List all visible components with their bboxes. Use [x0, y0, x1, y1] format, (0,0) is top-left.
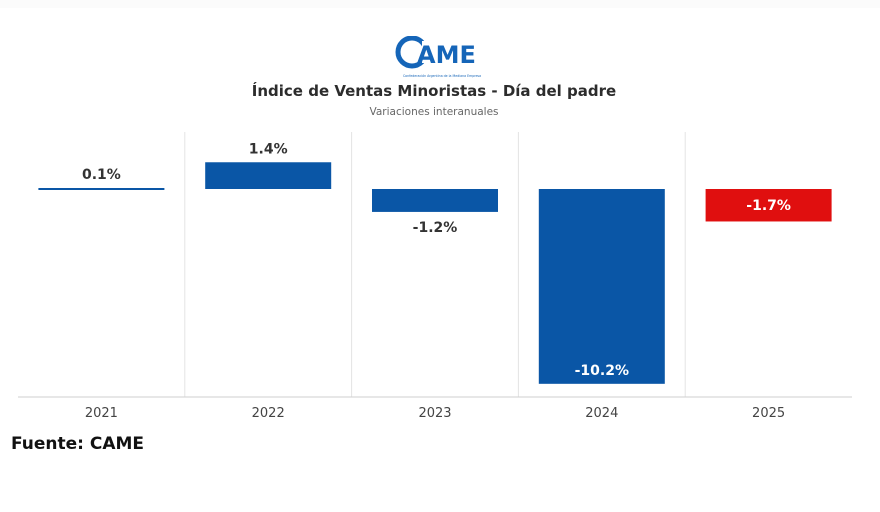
value-label-2025: -1.7%	[746, 198, 791, 214]
chart-subtitle: Variaciones interanuales	[369, 106, 499, 118]
bar-2024	[538, 189, 665, 384]
came-logo-icon: AME Confederación Argentina de la Median…	[395, 36, 481, 78]
bar-2023	[372, 189, 498, 212]
chart-title: Índice de Ventas Minoristas - Día del pa…	[251, 82, 617, 100]
value-label-2021: 0.1%	[82, 167, 121, 183]
bar-2021	[38, 188, 165, 190]
came-logo: AME Confederación Argentina de la Median…	[382, 36, 502, 84]
value-label-2024: -10.2%	[575, 363, 629, 379]
logo-tagline: Confederación Argentina de la Mediana Em…	[403, 74, 481, 78]
value-label-2023: -1.2%	[413, 220, 458, 236]
x-tick-label-2025: 2025	[752, 406, 785, 421]
logo-wordmark: AME	[417, 41, 476, 69]
x-tick-label-2022: 2022	[252, 406, 285, 421]
x-tick-label-2024: 2024	[585, 406, 618, 421]
x-tick-label-2021: 2021	[85, 406, 118, 421]
source-label: Fuente: CAME	[11, 434, 145, 454]
top-cropped-text-strip	[0, 0, 880, 8]
value-label-2022: 1.4%	[249, 141, 288, 157]
bar-2022	[205, 162, 332, 189]
x-tick-label-2023: 2023	[418, 406, 451, 421]
bar-2025	[705, 189, 832, 222]
